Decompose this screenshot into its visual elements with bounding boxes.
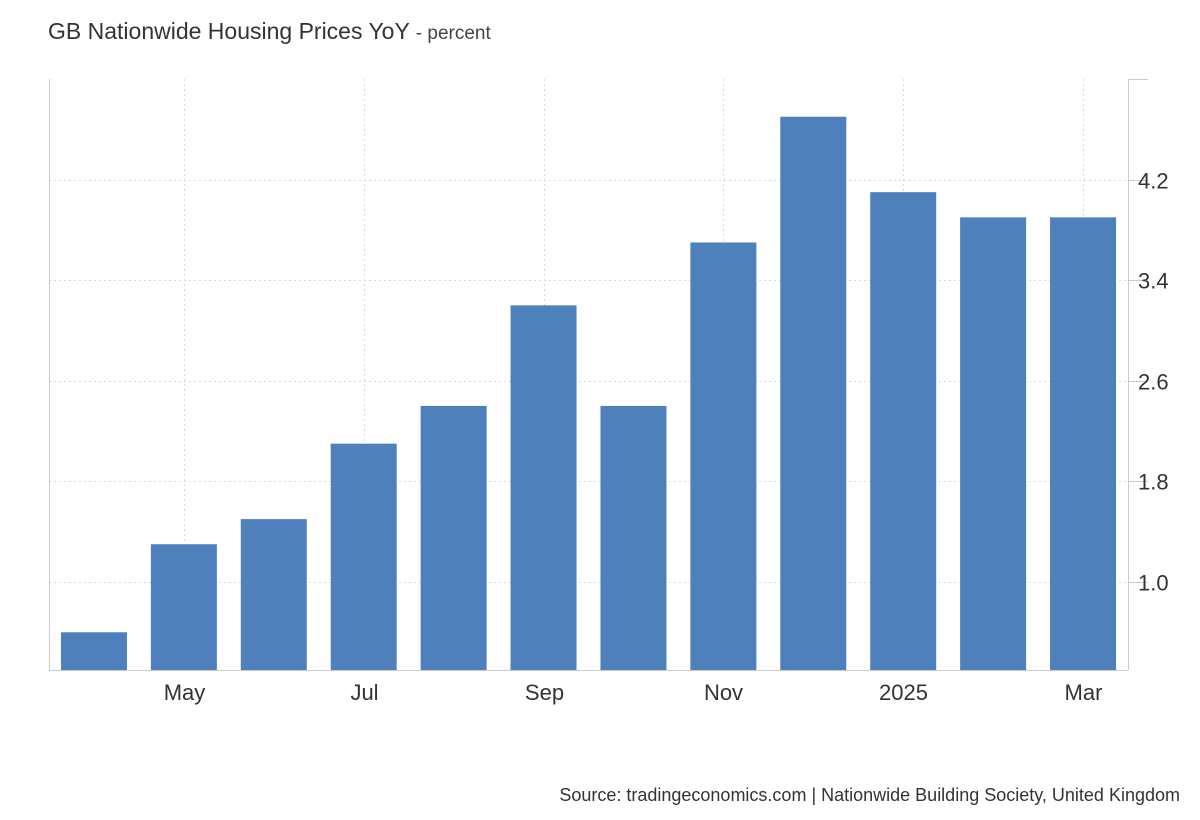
y-tick-label: 2.6	[1138, 370, 1169, 395]
x-axis-ticks: May Jul Sep Nov 2025 Mar	[164, 680, 1103, 705]
source-note: Source: tradingeconomics.com | Nationwid…	[559, 785, 1180, 805]
bar	[960, 217, 1027, 670]
chart-title: GB Nationwide Housing Prices YoY - perce…	[48, 18, 491, 45]
bar	[780, 116, 847, 671]
x-tick-label: Nov	[704, 680, 743, 705]
bar	[510, 305, 577, 670]
x-tick-label: Sep	[525, 680, 564, 705]
y-tick-label: 1.8	[1138, 470, 1169, 495]
bar	[420, 405, 487, 670]
chart-title-text: GB Nationwide Housing Prices YoY	[48, 18, 410, 44]
y-axis-ticks: 1.0 1.8 2.6 3.4 4.2	[1138, 169, 1169, 596]
bars	[60, 116, 1117, 671]
bar	[240, 519, 307, 670]
x-tick-label: May	[164, 680, 206, 705]
bar	[600, 405, 667, 670]
bar	[1050, 217, 1117, 670]
y-tick-label: 4.2	[1138, 169, 1169, 194]
bar	[870, 192, 937, 670]
bar	[330, 443, 397, 670]
bar	[60, 632, 127, 670]
x-tick-label: Mar	[1065, 680, 1103, 705]
chart-unit: - percent	[415, 23, 491, 44]
axes	[49, 79, 1148, 671]
y-tick-label: 1.0	[1138, 571, 1169, 596]
bar	[150, 544, 217, 670]
x-tick-label: Jul	[350, 680, 378, 705]
bar	[690, 242, 757, 670]
y-tick-label: 3.4	[1138, 269, 1169, 294]
x-tick-label: 2025	[879, 680, 928, 705]
